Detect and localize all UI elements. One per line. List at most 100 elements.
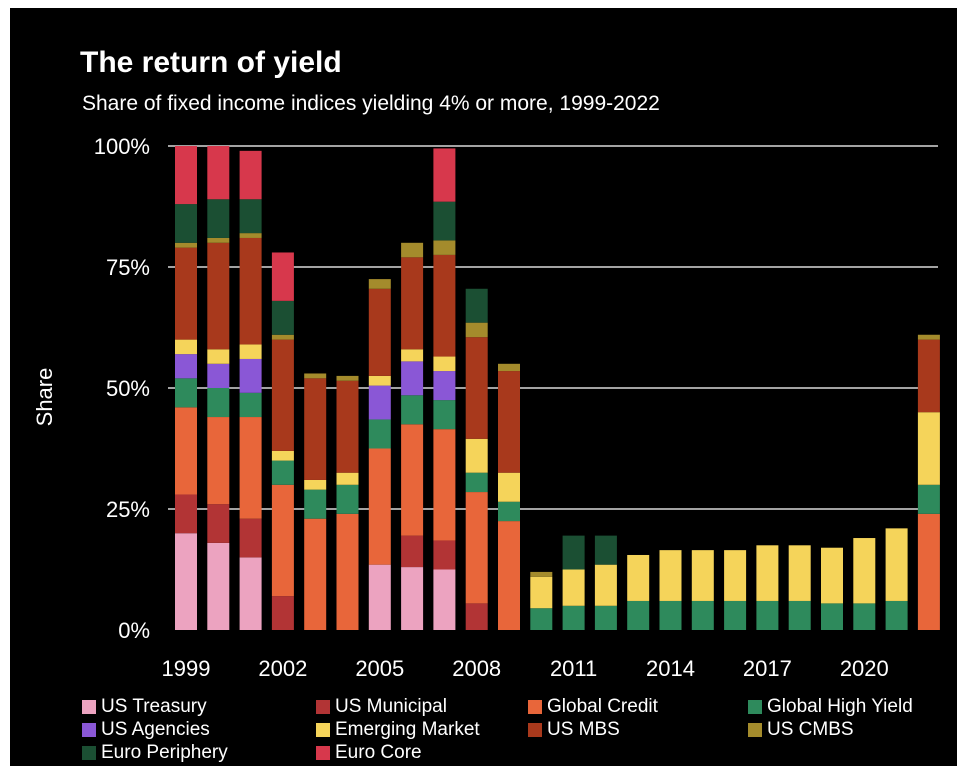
bar-segment	[271, 252, 294, 301]
bar-segment	[659, 600, 682, 630]
bar-segment	[175, 146, 197, 205]
bar-segment	[336, 484, 359, 514]
bar-segment	[821, 547, 843, 604]
bar-segment	[562, 605, 585, 630]
legend-item: Emerging Market	[316, 719, 528, 741]
bar-segment	[465, 603, 488, 630]
bar-segment	[207, 146, 230, 200]
bar-segment	[530, 571, 553, 577]
bar-segment	[433, 254, 456, 357]
chart-subtitle: Share of fixed income indices yielding 4…	[82, 92, 660, 115]
bar-segment	[239, 518, 262, 558]
bar-segment	[175, 378, 197, 408]
legend-item: Global Credit	[528, 696, 748, 718]
bar-segment	[271, 300, 294, 335]
legend-label: Euro Periphery	[101, 742, 228, 763]
x-tick-labels: 1999 2002 2005 2008 2011 2014 2017 2020	[162, 656, 889, 681]
bar-segment	[304, 378, 327, 480]
bar-segment	[239, 392, 262, 418]
bar-segment	[594, 564, 617, 606]
bar-segment	[853, 603, 876, 630]
bar-segment	[530, 608, 553, 630]
x-tick-label: 2011	[550, 656, 597, 681]
legend-item: Global High Yield	[748, 696, 957, 718]
bar-segment	[756, 545, 779, 601]
bar-segment	[433, 148, 456, 202]
bar-segment	[207, 349, 230, 364]
bar-segment	[433, 429, 456, 541]
bar-segment	[271, 596, 294, 630]
bar-segment	[917, 334, 940, 340]
grid-lines	[168, 145, 938, 510]
bar-segment	[465, 322, 488, 338]
bar-segment	[175, 407, 197, 495]
bar-segment	[401, 242, 424, 258]
bar-segment	[498, 371, 520, 473]
bar-segment	[885, 528, 908, 601]
bar-segment	[498, 501, 520, 522]
bar-segment	[401, 257, 424, 350]
bar-segment	[336, 513, 359, 630]
bar-segment	[917, 412, 940, 485]
bar-segment	[401, 361, 424, 396]
chart-title: The return of yield	[80, 46, 342, 79]
bar-segment	[724, 550, 747, 601]
bar-segment	[368, 564, 391, 630]
y-tick-label: 0%	[118, 618, 150, 643]
legend-label: US Agencies	[101, 719, 210, 740]
bar-segment	[207, 199, 230, 238]
bar-segment	[207, 542, 230, 630]
bar-segment	[465, 472, 488, 493]
bar-segment	[433, 240, 456, 255]
bars	[175, 146, 940, 630]
bar-segment	[917, 339, 940, 413]
legend-swatch	[528, 723, 542, 737]
legend-label: US MBS	[547, 719, 620, 740]
bar-segment	[304, 373, 327, 379]
bar-segment	[433, 569, 456, 630]
bar-segment	[659, 550, 682, 601]
legend-swatch	[528, 700, 542, 714]
y-tick-label: 100%	[94, 134, 150, 159]
bar-segment	[433, 540, 456, 570]
bar-segment	[594, 535, 617, 565]
legend-item: US MBS	[528, 719, 748, 741]
legend-swatch	[316, 723, 330, 737]
bar-segment	[304, 489, 327, 519]
bar-segment	[594, 605, 617, 630]
legend-label: Emerging Market	[335, 719, 480, 740]
bar-segment	[368, 385, 391, 420]
legend-swatch	[748, 723, 762, 737]
y-tick-label: 75%	[106, 255, 150, 280]
bar-segment	[498, 472, 520, 502]
bar-segment	[304, 518, 327, 630]
bar-segment	[239, 199, 262, 234]
x-tick-label: 2020	[840, 656, 889, 681]
legend-item: Euro Periphery	[82, 742, 316, 764]
bar-segment	[498, 363, 520, 372]
bar-segment	[271, 450, 294, 461]
bar-segment	[788, 600, 811, 630]
bar-segment	[271, 460, 294, 485]
bar-segment	[239, 344, 262, 359]
legend-item: US CMBS	[748, 719, 957, 741]
bar-segment	[175, 204, 197, 243]
bar-segment	[271, 484, 294, 597]
bar-segment	[207, 363, 230, 388]
legend-swatch	[82, 700, 96, 714]
bar-segment	[271, 334, 294, 340]
bar-segment	[433, 371, 456, 401]
bar-segment	[239, 237, 262, 345]
bar-segment	[239, 150, 262, 200]
bar-segment	[691, 550, 714, 601]
bar-segment	[239, 557, 262, 630]
bar-segment	[788, 545, 811, 601]
bar-segment	[207, 242, 230, 350]
bar-segment	[239, 233, 262, 238]
bar-segment	[853, 538, 876, 604]
bar-segment	[433, 201, 456, 241]
bar-segment	[207, 417, 230, 505]
bar-segment	[724, 600, 747, 630]
bar-segment	[175, 533, 197, 630]
legend-label: US Municipal	[335, 696, 447, 717]
